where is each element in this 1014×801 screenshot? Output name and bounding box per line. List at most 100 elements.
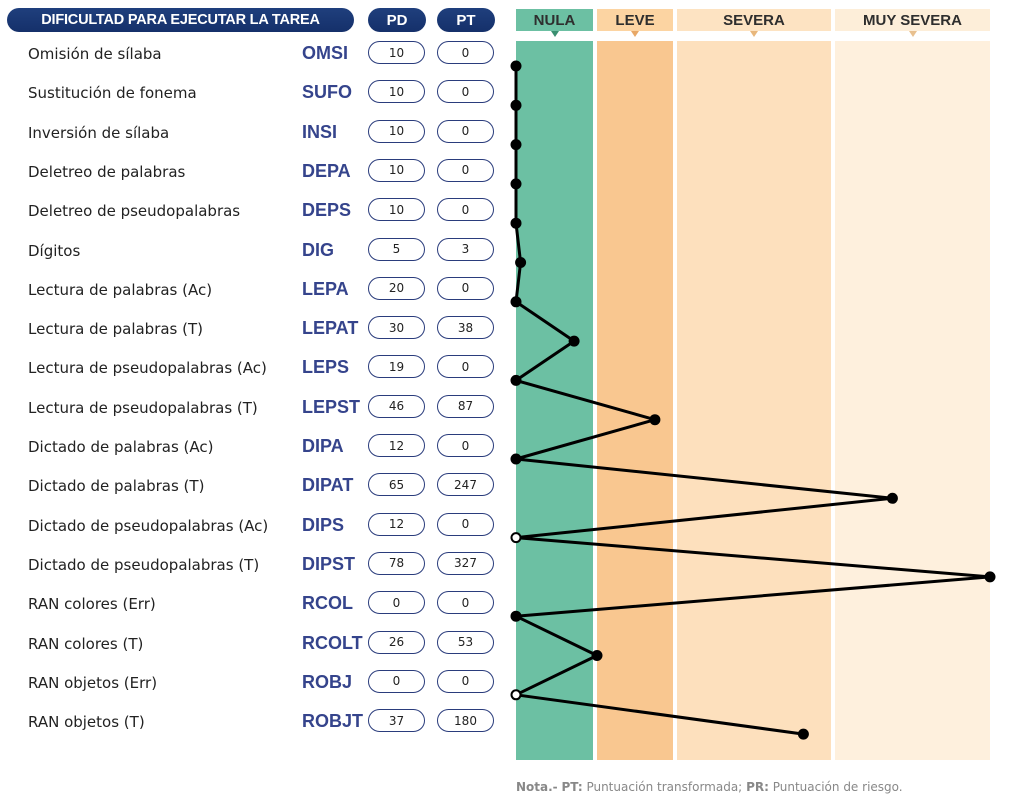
data-point-dips — [510, 532, 522, 544]
pd-score: 78 — [368, 551, 425, 575]
pt-score: 0 — [437, 434, 494, 457]
pt-score: 87 — [437, 394, 494, 418]
band-background-0 — [516, 41, 593, 760]
subtest-name: Lectura de palabras (Ac) — [28, 280, 213, 299]
subtest-name: Lectura de palabras (T) — [28, 320, 204, 339]
subtest-name: Deletreo de pseudopalabras — [28, 202, 241, 221]
subtest-code: RCOLT — [302, 632, 363, 653]
pt-score: 247 — [437, 473, 494, 497]
table-row: Dictado de pseudopalabras (T) DIPST 78 327 — [0, 551, 510, 581]
subtest-name: Sustitución de fonema — [28, 84, 197, 103]
subtest-name: Dictado de palabras (T) — [28, 477, 205, 496]
data-point-deps — [510, 217, 522, 229]
subtest-name: Dictado de pseudopalabras (Ac) — [28, 516, 269, 535]
pt-column-header: PT — [437, 8, 495, 32]
pt-series-line — [514, 66, 992, 736]
subtest-name: Dictado de palabras (Ac) — [28, 438, 214, 456]
pt-score: 0 — [437, 512, 494, 536]
table-row: Dictado de pseudopalabras (Ac) DIPS 12 0 — [0, 512, 510, 542]
table-row: Deletreo de pseudopalabras DEPS 10 0 — [0, 197, 510, 227]
subtest-name: RAN colores (T) — [28, 634, 144, 653]
data-point-sufo — [510, 99, 522, 111]
subtest-code: DIPS — [302, 514, 345, 535]
data-point-dipa — [510, 453, 522, 465]
pd-score: 0 — [368, 591, 425, 615]
pt-score: 0 — [437, 80, 494, 104]
pt-score: 38 — [437, 316, 494, 340]
data-point-lepa — [510, 296, 522, 308]
data-point-dipst — [984, 571, 996, 583]
pt-score: 0 — [437, 276, 494, 300]
band-header-label: MUY SEVERA — [863, 11, 962, 29]
pt-score: 0 — [437, 355, 494, 379]
data-point-omsi — [510, 60, 522, 72]
table-row: Omisión de sílaba OMSI 10 0 — [0, 40, 510, 70]
band-background-2 — [677, 41, 831, 760]
subtest-name: Inversión de sílaba — [28, 123, 170, 142]
pd-score: 5 — [368, 237, 425, 261]
note-pt-text: Puntuación transformada; — [582, 780, 743, 794]
band-background-3 — [835, 41, 990, 760]
data-point-rcolt — [591, 650, 603, 661]
table-row: Dígitos DIG 5 3 — [0, 237, 510, 267]
pd-score: 12 — [368, 434, 425, 457]
band-marker-icon — [908, 31, 917, 37]
subtest-name: Deletreo de palabras — [28, 162, 186, 181]
subtest-code: LEPS — [302, 357, 350, 378]
table-row: Sustitución de fonema SUFO 10 0 — [0, 79, 510, 109]
pt-score: 53 — [437, 630, 494, 654]
footnote: Nota.- PT: Puntuación transformada; PR: … — [516, 780, 903, 794]
subtest-code: ROBJT — [302, 711, 364, 732]
data-point-insi — [510, 139, 522, 151]
subtest-code: DIPAT — [302, 475, 354, 496]
pd-score: 0 — [368, 669, 425, 693]
table-row: Dictado de palabras (T) DIPAT 65 247 — [0, 472, 510, 502]
table-row: Inversión de sílaba INSI 10 0 — [0, 119, 510, 149]
subtest-name: Lectura de pseudopalabras (Ac) — [28, 359, 267, 378]
subtest-code: ROBJ — [302, 671, 353, 692]
data-point-dipat — [886, 492, 898, 504]
note-pr-text: Puntuación de riesgo. — [768, 780, 903, 794]
band-header-2: SEVERA — [677, 9, 831, 37]
data-point-robjt — [797, 728, 809, 740]
pd-score: 37 — [368, 709, 425, 733]
subtest-code: LEPST — [302, 396, 361, 417]
pd-score: 19 — [368, 355, 425, 379]
pd-score: 10 — [368, 41, 425, 64]
pd-column-header: PD — [368, 8, 426, 32]
band-marker-icon — [631, 31, 639, 37]
table-row: RAN colores (Err) RCOL 0 0 — [0, 590, 510, 620]
pd-score: 30 — [368, 316, 425, 340]
table-title: DIFICULTAD PARA EJECUTAR LA TAREA — [7, 8, 354, 32]
table-row: Lectura de palabras (Ac) LEPA 20 0 — [0, 276, 510, 306]
subtest-name: Lectura de pseudopalabras (T) — [28, 398, 258, 417]
band-header-label: LEVE — [615, 11, 655, 29]
subtest-name: RAN objetos (T) — [28, 713, 145, 732]
subtest-code: LEPAT — [302, 318, 359, 339]
pt-score: 180 — [437, 709, 494, 733]
note-prefix: Nota.- — [516, 780, 558, 794]
band-header-0: NULA — [516, 9, 593, 37]
table-row: RAN objetos (Err) ROBJ 0 0 — [0, 669, 510, 699]
band-header-label: NULA — [533, 11, 576, 29]
pt-score: 0 — [437, 669, 494, 693]
note-pr-key: PR: — [746, 780, 769, 794]
subtest-name: Dictado de pseudopalabras (T) — [28, 555, 260, 574]
subtest-name: RAN objetos (Err) — [28, 673, 158, 692]
data-point-depa — [510, 178, 522, 190]
pd-score: 10 — [368, 158, 425, 182]
band-header-3: MUY SEVERA — [835, 9, 990, 37]
band-background-1 — [597, 41, 673, 760]
pd-score: 20 — [368, 276, 425, 300]
pd-score: 10 — [368, 119, 425, 143]
subtest-code: DIPA — [302, 436, 344, 456]
pt-score: 3 — [437, 237, 494, 261]
subtest-code: DIG — [302, 239, 335, 260]
band-header-1: LEVE — [597, 9, 673, 37]
pd-score: 46 — [368, 394, 425, 418]
subtest-name: Omisión de sílaba — [28, 45, 162, 63]
note-pt-key: PT: — [561, 780, 583, 794]
data-point-lepst — [649, 414, 661, 426]
subtest-code: RCOL — [302, 593, 353, 614]
